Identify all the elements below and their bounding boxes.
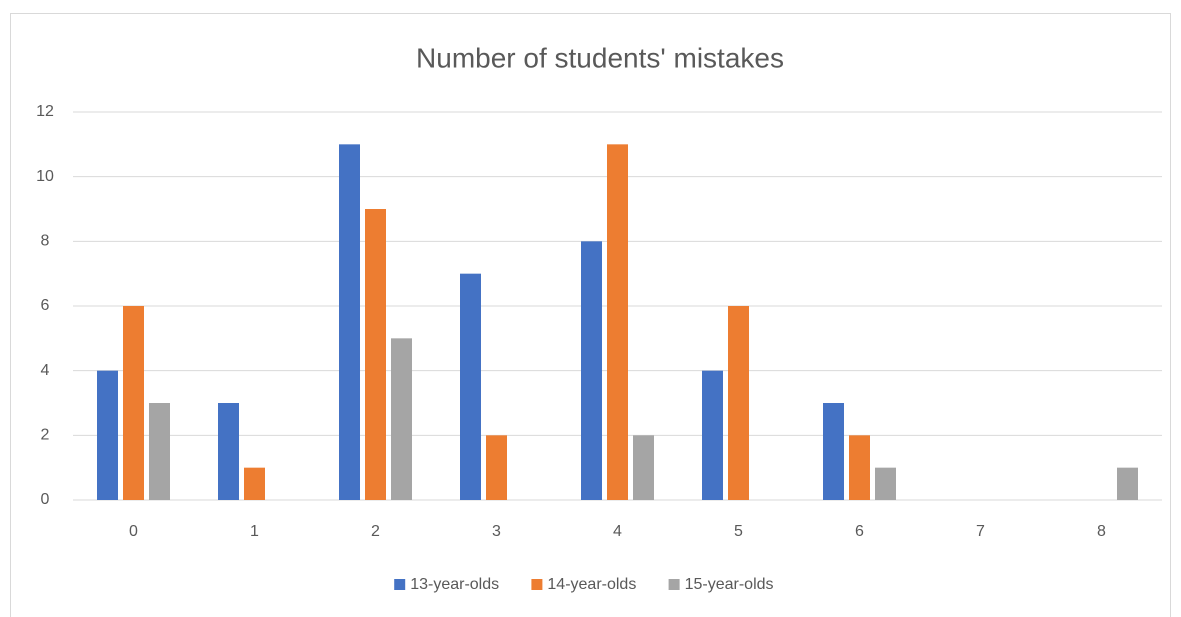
- bar: [365, 209, 386, 500]
- y-tick-label: 10: [36, 168, 54, 185]
- bar: [97, 370, 118, 500]
- y-tick-label: 12: [36, 103, 54, 120]
- bar: [849, 435, 870, 500]
- y-tick-label: 6: [41, 297, 50, 314]
- bar: [218, 403, 239, 500]
- bar: [581, 241, 602, 501]
- bar: [123, 306, 144, 500]
- legend-swatch: [394, 579, 406, 590]
- y-tick-label: 8: [41, 233, 50, 250]
- bar: [486, 435, 507, 500]
- chart-title: Number of students' mistakes: [416, 42, 784, 73]
- x-tick-label: 6: [855, 523, 864, 540]
- x-tick-label: 5: [734, 523, 743, 540]
- x-tick-label: 7: [976, 523, 985, 540]
- bar: [823, 403, 844, 500]
- x-tick-label: 2: [371, 523, 380, 540]
- legend-label: 14-year-olds: [547, 576, 636, 593]
- bar: [244, 467, 265, 500]
- bar: [149, 403, 170, 500]
- bar: [633, 435, 654, 500]
- y-tick-label: 0: [41, 491, 50, 508]
- bar: [728, 306, 749, 500]
- bar: [460, 273, 481, 500]
- x-tick-label: 8: [1097, 523, 1106, 540]
- legend-swatch: [668, 579, 680, 590]
- x-tick-label: 4: [613, 523, 622, 540]
- y-tick-label: 2: [41, 427, 50, 444]
- x-tick-label: 3: [492, 523, 501, 540]
- y-tick-label: 4: [41, 362, 50, 379]
- bar: [391, 338, 412, 500]
- bar: [702, 370, 723, 500]
- bar: [607, 144, 628, 501]
- bar: [875, 467, 896, 500]
- bar: [1117, 467, 1138, 500]
- x-tick-label: 1: [250, 523, 259, 540]
- legend-swatch: [531, 579, 543, 590]
- legend-label: 13-year-olds: [410, 576, 499, 593]
- bar: [339, 144, 360, 501]
- legend-label: 15-year-olds: [685, 576, 774, 593]
- x-tick-label: 0: [129, 523, 138, 540]
